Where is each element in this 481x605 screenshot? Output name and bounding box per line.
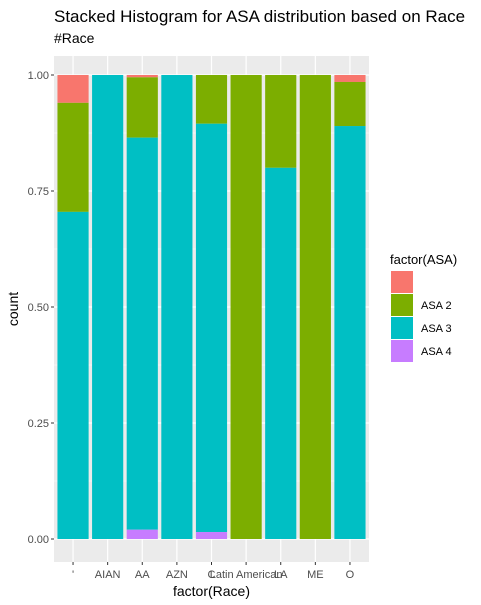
bar-segment-asa2 [57,102,89,212]
x-tick-label: AA [135,569,150,581]
x-tick-label: AZN [166,569,188,581]
x-tick-label: O [346,569,355,581]
bar-segment-asa2 [126,77,158,138]
bar-segment-asa2 [230,75,262,539]
y-axis: 0.00 0.25 0.50 0.75 1.00 [28,70,54,546]
legend-key-asa2 [391,294,413,316]
chart-subtitle: #Race [54,30,95,46]
bar-segment-asa2 [334,81,366,127]
legend-key-blank [391,271,413,293]
bar-segment-asa3 [334,126,366,539]
bar-segment-asa3 [126,137,158,530]
legend: factor(ASA) ASA 2 ASA 3 ASA 4 [390,252,457,362]
legend-title: factor(ASA) [390,252,457,267]
y-tick-label: 0.75 [28,186,49,198]
x-tick-label: AIAN [95,569,121,581]
y-tick-label: 0.25 [28,418,49,430]
legend-label: ASA 3 [421,323,452,335]
bar-segment-blank [126,75,158,78]
legend-label: ASA 4 [421,346,452,358]
bar-segment-asa3 [161,75,193,539]
x-tick-label: ' [72,569,74,581]
legend-label: ASA 2 [421,300,452,312]
x-axis-title: factor(Race) [173,583,250,599]
chart-title: Stacked Histogram for ASA distribution b… [54,7,465,26]
x-tick-label: ME [307,569,324,581]
bar-segment-asa4 [126,529,158,539]
bars [57,75,366,540]
bar-segment-asa3 [265,167,297,540]
legend-key-asa4 [391,340,413,362]
x-tick-label: C [208,569,216,581]
bar-segment-asa3 [92,75,124,539]
y-tick-label: 1.00 [28,70,49,82]
x-tick-label: LA [274,569,288,581]
legend-key-asa3 [391,317,413,339]
bar-segment-asa4 [195,532,228,539]
bar-segment-asa2 [299,75,331,539]
x-tick-label: Latin American [210,569,283,581]
bar-segment-blank [57,75,89,103]
bar-segment-blank [334,75,366,82]
y-tick-label: 0.50 [28,302,49,314]
y-tick-label: 0.00 [28,534,49,546]
bar-segment-asa3 [195,123,228,533]
y-axis-title: count [5,292,21,326]
bar-segment-asa2 [265,75,297,168]
bar-segment-asa2 [195,75,228,124]
bar-segment-asa3 [57,211,89,539]
